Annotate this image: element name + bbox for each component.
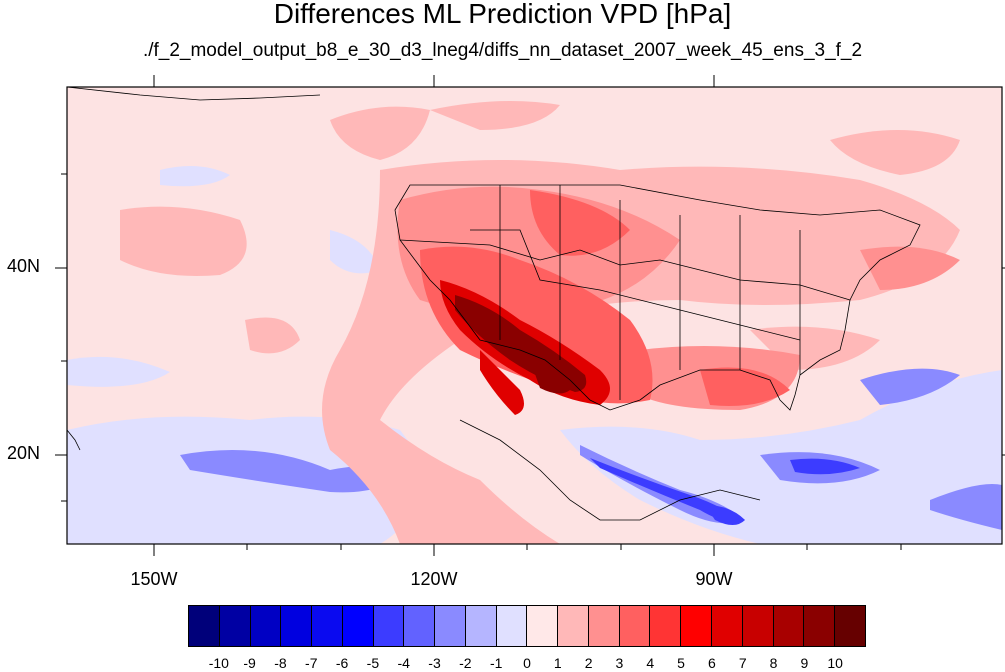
colorbar-tick-label: 10 <box>827 655 843 671</box>
coastlines <box>67 87 921 521</box>
colorbar-tick-label: -10 <box>208 655 229 671</box>
colorbar-swatch <box>189 606 220 646</box>
lon-label-120w: 120W <box>410 569 458 589</box>
colorbar-swatch <box>835 606 865 646</box>
colorbar-swatch <box>681 606 713 646</box>
colorbar-tick-label: 9 <box>800 655 809 671</box>
colorbar-tick-label: -9 <box>243 655 256 671</box>
colorbar-tick-label: -4 <box>397 655 410 671</box>
colorbar-swatch <box>435 606 466 646</box>
lat-label-40n: 40N <box>6 256 40 276</box>
colorbar-swatch <box>342 606 374 646</box>
colorbar-tick-label: -2 <box>459 655 472 671</box>
colorbar-tick-label: 6 <box>708 655 716 671</box>
colorbar-tick-label: -1 <box>489 655 503 671</box>
colorbar-swatch <box>619 606 651 646</box>
lon-label-90w: 90W <box>695 569 733 589</box>
colorbar-tick-label: -6 <box>335 655 349 671</box>
colorbar-tick-label: 4 <box>646 655 655 671</box>
map-title: Differences ML Prediction VPD [hPa] <box>273 0 732 29</box>
colorbar-swatch <box>804 606 836 646</box>
colorbar-swatch <box>250 606 282 646</box>
map-subtitle: ./f_2_model_output_b8_e_30_d3_lneg4/diff… <box>142 40 863 61</box>
lat-label-20n: 20N <box>6 443 40 463</box>
colorbar-swatch <box>312 606 343 646</box>
colorbar-tick-label: 0 <box>523 655 531 671</box>
colorbar-swatch <box>558 606 589 646</box>
colorbar-tick-label: 3 <box>615 655 624 671</box>
colorbar-swatch <box>496 606 528 646</box>
colorbar-tick-label: 2 <box>584 655 593 671</box>
red-strong <box>420 190 790 406</box>
colorbar-tick-label: -3 <box>428 655 441 671</box>
red-darkest <box>455 295 587 394</box>
colorbar <box>188 605 866 647</box>
colorbar-swatch <box>281 606 313 646</box>
colorbar-tick-label: 8 <box>769 655 778 671</box>
colorbar-swatch <box>219 606 251 646</box>
plot-frame <box>66 86 1003 545</box>
colorbar-swatch <box>650 606 682 646</box>
colorbar-tick-label: -7 <box>305 655 318 671</box>
colorbar-tick-label: -5 <box>366 655 380 671</box>
colorbar-tick-label: 1 <box>553 655 562 671</box>
lon-label-150w: 150W <box>130 569 178 589</box>
blue-dark <box>590 458 860 525</box>
colorbar-swatch <box>588 606 620 646</box>
colorbar-tick-label: -8 <box>274 655 287 671</box>
colorbar-swatch <box>465 606 497 646</box>
colorbar-tick-label: 7 <box>738 655 747 671</box>
colorbar-swatch <box>773 606 805 646</box>
colorbar-tick-label: 5 <box>677 655 685 671</box>
colorbar-swatch <box>404 606 436 646</box>
axis-ticks <box>55 75 1005 556</box>
colorbar-swatch <box>712 606 743 646</box>
colorbar-swatch <box>742 606 774 646</box>
colorbar-swatch <box>373 606 405 646</box>
colorbar-swatch <box>527 606 559 646</box>
